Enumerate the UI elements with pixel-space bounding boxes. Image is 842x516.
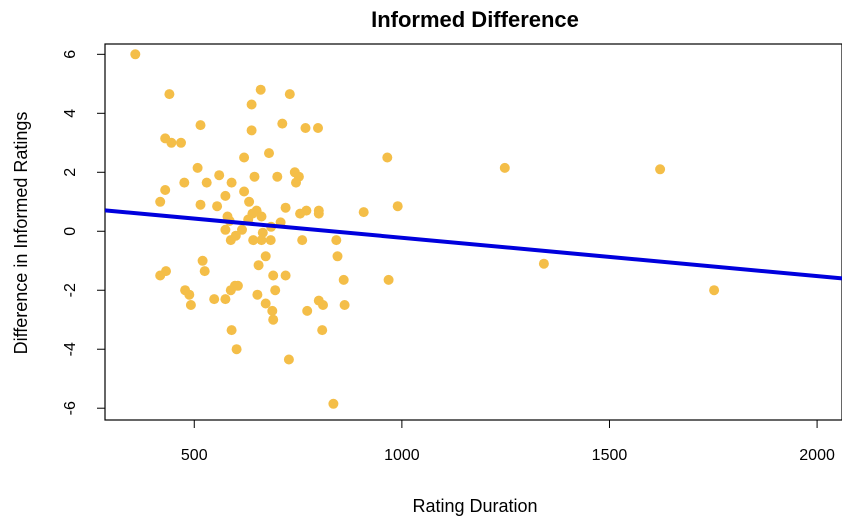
data-point	[130, 49, 141, 60]
data-point	[226, 325, 237, 336]
x-tick-label: 1000	[384, 447, 420, 464]
x-tick-label: 500	[181, 447, 208, 464]
data-point	[212, 201, 223, 212]
data-point	[328, 398, 339, 409]
data-point	[392, 201, 403, 212]
y-tick-label: -6	[62, 401, 79, 415]
data-point	[302, 305, 313, 316]
data-point	[264, 148, 274, 159]
data-point	[313, 205, 324, 216]
data-point	[331, 235, 342, 246]
data-point	[246, 99, 257, 110]
data-point	[317, 325, 328, 336]
data-point	[226, 177, 237, 188]
data-point	[332, 251, 343, 262]
data-point	[300, 123, 311, 133]
data-point	[268, 314, 279, 325]
data-point	[231, 344, 242, 355]
data-point	[179, 177, 190, 188]
data-point	[256, 235, 267, 246]
plot-area	[104, 43, 842, 421]
y-axis: -6 -4 -2 0 2 4 6	[62, 50, 105, 415]
data-point	[260, 251, 271, 262]
data-point	[209, 294, 220, 305]
data-point	[195, 199, 206, 210]
x-axis-label: Rating Duration	[412, 496, 537, 516]
data-point	[256, 211, 267, 222]
data-point	[382, 152, 393, 163]
data-point	[255, 84, 266, 95]
data-point	[297, 235, 308, 246]
data-point	[284, 89, 295, 100]
data-point	[244, 196, 255, 207]
data-point	[383, 274, 394, 285]
data-point	[538, 258, 549, 269]
data-point	[267, 305, 278, 316]
regression-line	[104, 208, 842, 281]
data-point	[214, 170, 225, 181]
y-tick-label: 2	[62, 168, 79, 177]
chart-title: Informed Difference	[371, 7, 579, 32]
data-point	[291, 177, 301, 188]
data-point	[277, 118, 288, 129]
x-tick-label: 1500	[592, 447, 628, 464]
data-point	[358, 207, 369, 218]
data-point	[246, 125, 257, 136]
data-point	[272, 171, 283, 182]
data-point	[655, 164, 666, 175]
data-point	[176, 137, 186, 148]
data-point	[199, 266, 210, 277]
data-point	[280, 270, 291, 281]
data-point	[155, 196, 166, 207]
data-point	[192, 162, 203, 173]
y-tick-label: 0	[62, 227, 79, 236]
data-point	[295, 208, 306, 219]
data-point	[318, 300, 328, 310]
data-point	[220, 294, 231, 305]
data-point	[185, 300, 196, 310]
data-point	[164, 89, 175, 100]
data-point	[252, 289, 263, 300]
plot-frame	[104, 43, 842, 421]
data-point	[249, 171, 260, 182]
data-point	[239, 186, 250, 197]
data-point	[220, 224, 231, 235]
data-point	[201, 177, 212, 188]
data-point	[268, 270, 279, 281]
data-point	[225, 235, 236, 246]
data-point	[155, 270, 166, 281]
y-tick-label: -4	[62, 342, 79, 356]
x-tick-label: 2000	[799, 447, 835, 464]
data-point	[339, 300, 350, 310]
data-point	[220, 190, 231, 201]
data-point	[232, 280, 243, 291]
data-point	[253, 260, 264, 271]
data-point	[195, 120, 206, 131]
y-tick-label: 4	[62, 109, 79, 118]
data-point	[260, 298, 271, 309]
data-point	[338, 274, 349, 285]
data-point	[239, 152, 250, 163]
y-tick-label: 6	[62, 50, 79, 59]
data-point	[280, 202, 291, 213]
x-axis: 500 1000 1500 2000	[181, 420, 835, 464]
data-point	[709, 285, 720, 296]
data-point	[257, 227, 268, 238]
data-point	[197, 255, 208, 266]
data-point	[270, 285, 281, 296]
data-point	[237, 224, 247, 235]
data-point	[166, 137, 177, 148]
data-point	[313, 123, 323, 133]
data-point	[184, 289, 195, 300]
data-point	[499, 162, 510, 173]
data-point	[160, 185, 171, 195]
data-point	[248, 235, 259, 246]
y-tick-label: -2	[62, 283, 79, 297]
y-axis-label: Difference in Informed Ratings	[11, 112, 31, 355]
data-point	[265, 235, 276, 246]
data-point	[283, 354, 294, 365]
